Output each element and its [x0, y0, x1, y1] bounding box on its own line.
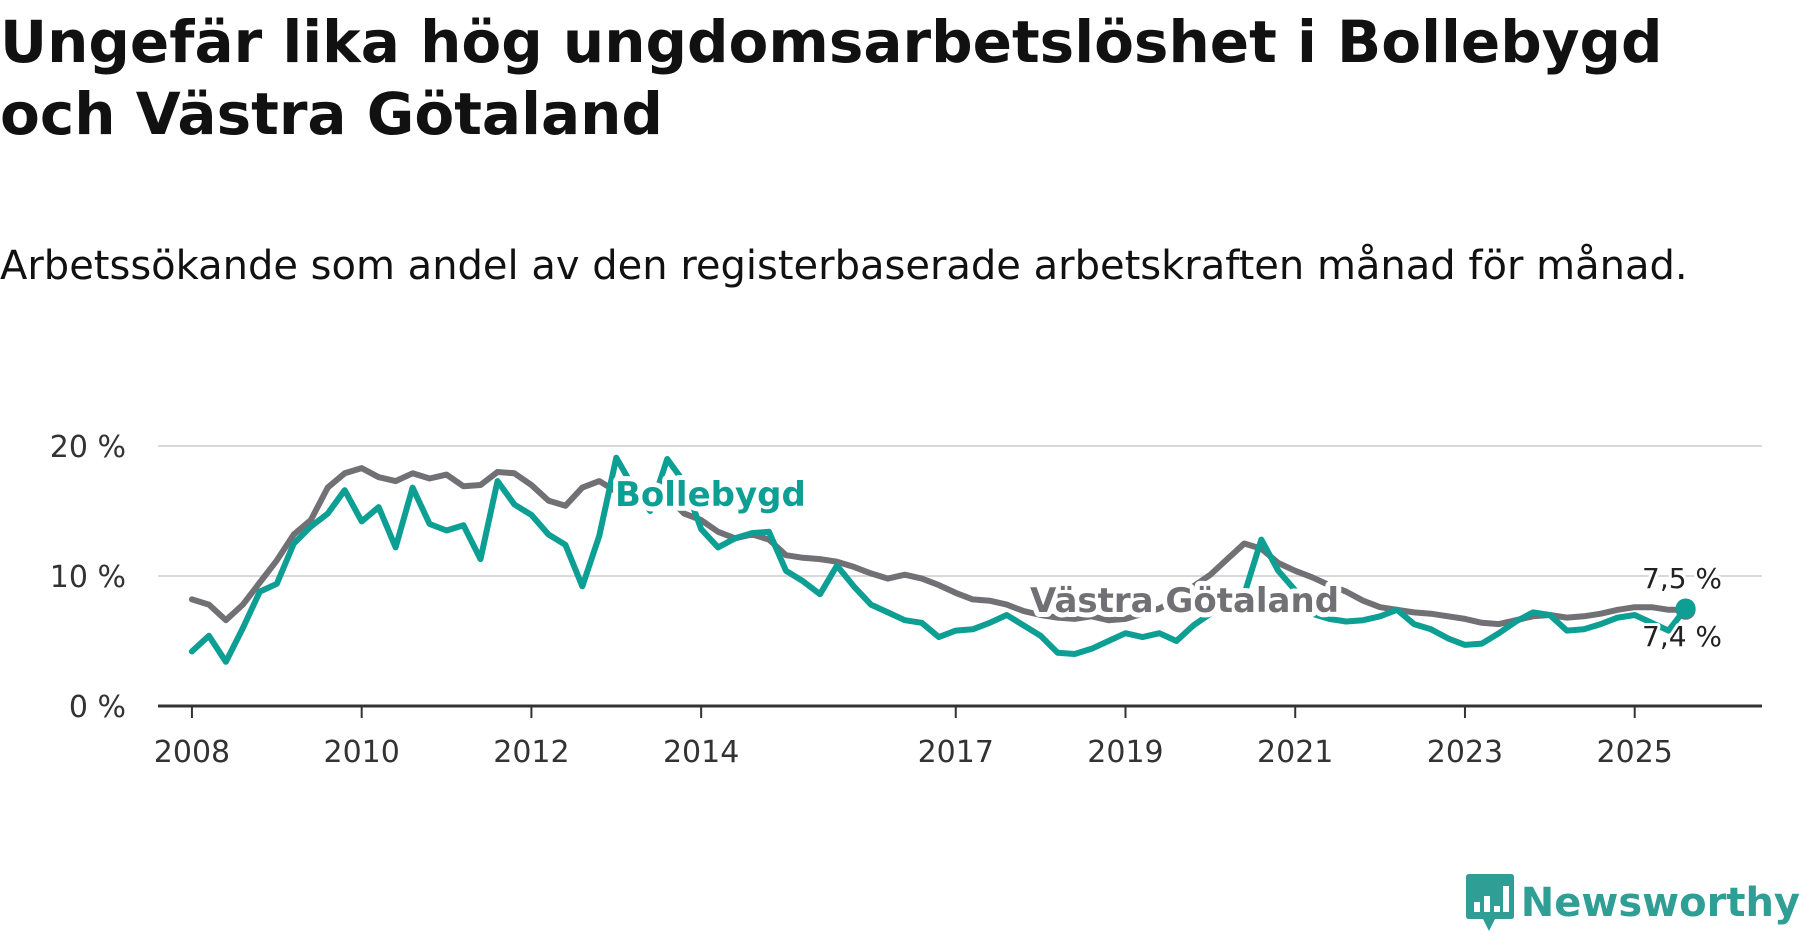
x-tick-label: 2023	[1427, 735, 1503, 770]
x-tick-label: 2021	[1257, 735, 1333, 770]
series-line-bollebygd	[188, 454, 1689, 665]
series-line-vastra-gotaland	[188, 465, 1689, 628]
x-tick-label: 2017	[918, 735, 994, 770]
chart-title: Ungefär lika hög ungdomsarbetslöshet i B…	[0, 8, 1663, 148]
series-labels: Bollebygd Västra Götaland 7,5 % 7,4 %	[610, 470, 1725, 656]
end-point-bollebygd	[1675, 598, 1696, 619]
end-value-vastra-gotaland: 7,4 %	[1642, 620, 1722, 653]
x-tick-label: 2008	[154, 735, 230, 770]
logo-text: Newsworthy	[1520, 880, 1800, 926]
x-tick-label: 2014	[663, 735, 739, 770]
axes: 0 % 10 % 20 % 2008 2010 2012 2014 2017 2019 2021 2…	[50, 430, 1762, 770]
newsworthy-logo: Newsworthy	[1465, 858, 1800, 948]
series-lines	[188, 454, 1696, 665]
y-tick-label: 10 %	[50, 560, 126, 595]
x-tick-label: 2019	[1087, 735, 1163, 770]
end-value-bollebygd: 7,5 %	[1642, 562, 1722, 595]
newsworthy-logo-icon	[1465, 874, 1514, 931]
series-label-bollebygd: Bollebygd	[615, 475, 806, 515]
x-tick-label: 2010	[324, 735, 400, 770]
chart-subtitle: Arbetssökande som andel av den registerb…	[0, 243, 1688, 289]
x-tick-label: 2012	[493, 735, 569, 770]
series-label-vastra-gotaland: Västra Götaland	[1030, 581, 1339, 621]
y-tick-label: 20 %	[50, 430, 126, 465]
x-tick-label: 2025	[1597, 735, 1673, 770]
grid-lines	[158, 445, 1762, 577]
y-tick-label: 0 %	[69, 690, 126, 725]
